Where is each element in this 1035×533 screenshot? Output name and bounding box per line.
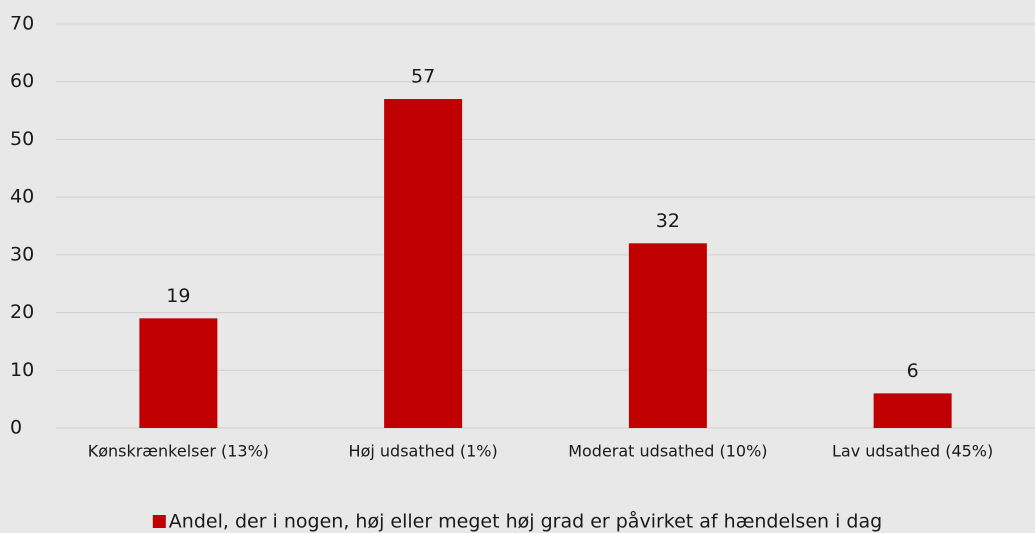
bar [873, 393, 952, 428]
data-label: 19 [166, 285, 190, 307]
x-tick-label: Kønskrænkelser (13%) [88, 442, 269, 461]
y-tick-label: 60 [10, 70, 34, 92]
y-tick-label: 30 [10, 243, 34, 265]
data-label: 32 [656, 210, 680, 232]
legend-label: Andel, der i nogen, høj eller meget høj … [169, 510, 882, 533]
y-tick-label: 40 [10, 186, 34, 208]
bar [628, 243, 707, 428]
bar [384, 99, 463, 429]
y-tick-label: 0 [10, 417, 22, 439]
bar [139, 318, 218, 428]
x-tick-label: Høj udsathed (1%) [349, 442, 498, 461]
y-tick-label: 20 [10, 301, 34, 323]
x-tick-label: Lav udsathed (45%) [832, 442, 993, 461]
x-tick-label: Moderat udsathed (10%) [568, 442, 767, 461]
legend-swatch [152, 515, 166, 528]
y-tick-label: 50 [10, 128, 34, 150]
y-tick-label: 10 [10, 359, 34, 381]
data-label: 6 [907, 360, 919, 382]
data-label: 57 [411, 66, 435, 88]
y-tick-label: 70 [10, 13, 34, 35]
